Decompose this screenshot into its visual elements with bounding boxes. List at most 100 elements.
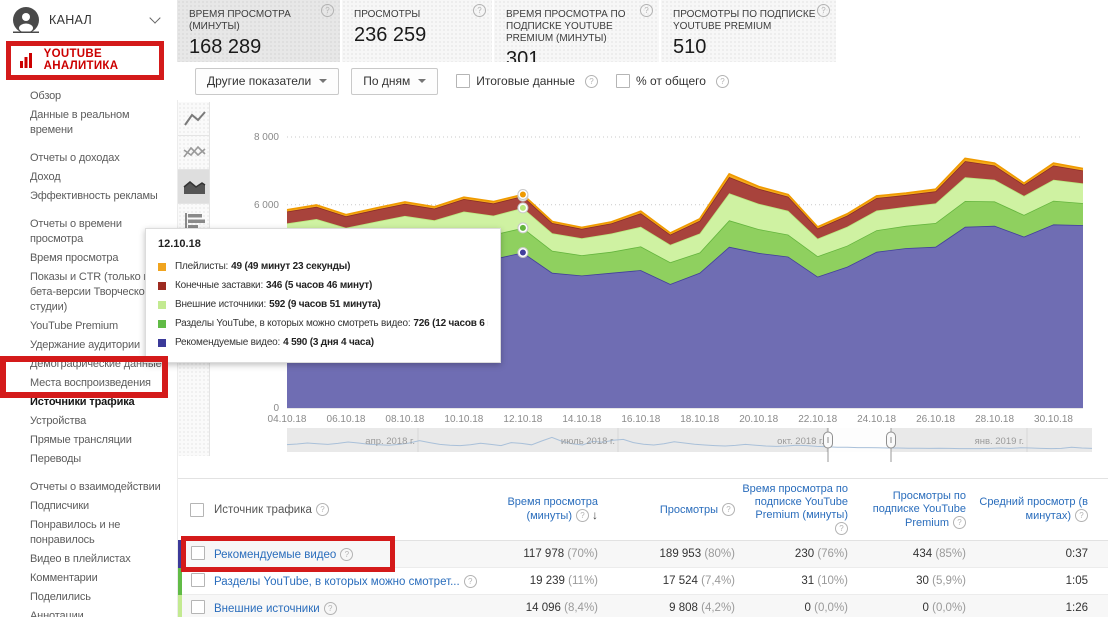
tooltip-legend-item: Внешние источники: 592 (9 часов 51 минут… xyxy=(158,295,488,314)
header-average-view[interactable]: Средний просмотр (в минутах) xyxy=(966,479,1108,541)
select-all-checkbox[interactable] xyxy=(190,502,204,517)
percent-checkbox[interactable] xyxy=(615,74,630,88)
help-icon[interactable] xyxy=(473,4,486,17)
tooltip-legend: Плейлисты: 49 (49 минут 23 секунды) Конеч… xyxy=(158,257,488,352)
table-cell: 17 524 (7,4%) xyxy=(598,567,735,595)
sidebar-item[interactable]: Поделились xyxy=(30,591,91,603)
interval-label: По дням xyxy=(363,74,411,88)
sidebar-item[interactable]: Обзор xyxy=(30,90,62,102)
header-label: Время просмотра по подписке YouTube Prem… xyxy=(742,483,848,521)
svg-text:08.10.18: 08.10.18 xyxy=(385,414,424,425)
sidebar-item[interactable]: Отчеты о доходах xyxy=(30,152,120,164)
sidebar-item[interactable]: Эффективность рекламы xyxy=(30,190,158,202)
row-checkbox[interactable] xyxy=(191,572,205,587)
table-cell: 1:05 xyxy=(966,567,1108,595)
row-checkbox[interactable] xyxy=(191,599,205,614)
sidebar-item-youtube-analytics[interactable]: YOUTUBE АНАЛИТИКА xyxy=(0,40,177,80)
sort-desc-icon[interactable]: ↓ xyxy=(592,508,598,522)
traffic-source-link[interactable]: Рекомендуемые видео xyxy=(214,548,337,561)
sidebar-item[interactable]: Видео в плейлистах xyxy=(30,553,131,565)
sidebar-item[interactable]: Места воспроизведения xyxy=(30,377,151,389)
header-label: Средний просмотр (в минутах) xyxy=(979,496,1088,522)
sidebar-item[interactable]: Отчеты о времени просмотра xyxy=(30,218,122,245)
tooltip-legend-item: Разделы YouTube, в которых можно смотрет… xyxy=(158,314,488,333)
sidebar-item[interactable]: Подписчики xyxy=(30,500,90,512)
range-handle[interactable] xyxy=(823,428,833,462)
svg-text:6 000: 6 000 xyxy=(254,200,279,211)
help-icon[interactable] xyxy=(817,4,830,17)
totals-checkbox[interactable] xyxy=(456,74,471,88)
percent-label: % от общего xyxy=(635,74,706,88)
help-icon[interactable] xyxy=(715,74,729,88)
chart-type-line-button[interactable] xyxy=(178,102,209,136)
sidebar-item[interactable]: Переводы xyxy=(30,453,81,465)
sidebar-item[interactable]: Понравилось и не понравилось xyxy=(30,519,121,546)
sidebar-item[interactable]: Показы и CTR (только в бета-версии Творч… xyxy=(30,271,151,313)
card-views[interactable]: ПРОСМОТРЫ 236 259 xyxy=(342,0,492,62)
svg-text:8 000: 8 000 xyxy=(254,132,279,143)
help-icon[interactable] xyxy=(584,74,598,88)
help-icon[interactable] xyxy=(1075,509,1088,522)
sidebar-item[interactable]: YouTube Premium xyxy=(30,320,119,332)
help-icon[interactable] xyxy=(953,515,966,529)
card-premium-watch-time[interactable]: ВРЕМЯ ПРОСМОТРА ПО ПОДПИСКЕ YOUTUBE PREM… xyxy=(494,0,659,70)
table-cell: 9 808 (4,2%) xyxy=(598,594,735,617)
sidebar-item[interactable]: Прямые трансляции xyxy=(30,434,132,446)
svg-text:12.10.18: 12.10.18 xyxy=(503,414,542,425)
chart-type-stacked-area-button[interactable] xyxy=(178,170,209,204)
row-checkbox[interactable] xyxy=(191,545,205,560)
percent-checkbox-row: % от общего xyxy=(615,74,729,88)
bar-chart-icon xyxy=(20,53,32,68)
help-icon[interactable] xyxy=(315,503,329,516)
help-icon[interactable] xyxy=(722,502,735,516)
help-icon[interactable] xyxy=(640,4,653,17)
card-label: ПРОСМОТРЫ xyxy=(354,9,421,20)
chart-type-multiline-button[interactable] xyxy=(178,136,209,170)
help-icon xyxy=(463,574,477,588)
header-traffic-source[interactable]: Источник трафика xyxy=(214,479,478,541)
totals-label: Итоговые данные xyxy=(476,74,575,88)
svg-text:28.10.18: 28.10.18 xyxy=(975,414,1014,425)
header-watch-time[interactable]: Время просмотра (минуты)↓ xyxy=(478,479,598,541)
help-icon[interactable] xyxy=(576,509,589,522)
range-handle[interactable] xyxy=(886,428,896,462)
sidebar-item[interactable]: Устройства xyxy=(30,415,87,427)
tooltip-date: 12.10.18 xyxy=(158,238,201,250)
channel-menu[interactable]: КАНАЛ xyxy=(0,0,177,40)
minimap-sparkline xyxy=(286,436,1093,450)
sidebar-item[interactable]: Время просмотра xyxy=(30,252,119,264)
sidebar-item[interactable]: Аннотации xyxy=(30,610,84,617)
sidebar-item[interactable]: Удержание аудитории xyxy=(30,339,140,351)
svg-text:0: 0 xyxy=(273,403,279,414)
header-premium-watch-time[interactable]: Время просмотра по подписке YouTube Prem… xyxy=(735,479,848,541)
sidebar-item[interactable]: Отчеты о взаимодействии xyxy=(30,481,161,493)
card-premium-views[interactable]: ПРОСМОТРЫ ПО ПОДПИСКЕ YOUTUBE PREMIUM 51… xyxy=(661,0,836,62)
caret-down-icon xyxy=(418,79,427,83)
tooltip-legend-item: Рекомендуемые видео: 4 590 (3 дня 4 часа… xyxy=(158,333,488,352)
selected-range[interactable] xyxy=(828,428,891,452)
header-views[interactable]: Просмотры xyxy=(598,479,735,541)
traffic-source-link[interactable]: Разделы YouTube, в которых можно смотрет… xyxy=(214,575,460,588)
card-watch-time[interactable]: ВРЕМЯ ПРОСМОТРА (МИНУТЫ) 168 289 xyxy=(177,0,340,62)
tooltip-series-value: 592 (9 часов 51 минута) xyxy=(269,299,381,310)
sidebar-item[interactable]: Источники трафика xyxy=(30,396,135,408)
date-range-minimap[interactable]: апр. 2018 г. июль 2018 г. окт. 2018 г. янв.… xyxy=(286,428,1093,468)
svg-text:апр. 2018 г.: апр. 2018 г. xyxy=(365,436,415,447)
sidebar-nav: Обзор Данные в реальном времени Отчеты о д… xyxy=(0,80,177,617)
help-icon[interactable] xyxy=(321,4,334,17)
help-icon[interactable] xyxy=(835,522,848,535)
sidebar-item[interactable]: Комментарии xyxy=(30,572,98,584)
card-value: 510 xyxy=(673,36,707,58)
header-label: Время просмотра (минуты) xyxy=(507,496,598,522)
traffic-source-link[interactable]: Внешние источники xyxy=(214,602,320,615)
other-metrics-dropdown[interactable]: Другие показатели xyxy=(195,67,340,95)
interval-dropdown[interactable]: По дням xyxy=(351,67,439,95)
sidebar-item[interactable]: Доход xyxy=(30,171,61,183)
sidebar-item[interactable]: Данные в реальном времени xyxy=(30,109,130,136)
header-premium-views[interactable]: Просмотры по подписке YouTube Premium xyxy=(848,479,966,541)
series-color-swatch xyxy=(158,319,166,328)
svg-text:30.10.18: 30.10.18 xyxy=(1034,414,1073,425)
tooltip-series-name: Плейлисты: xyxy=(175,261,229,272)
svg-text:20.10.18: 20.10.18 xyxy=(739,414,778,425)
